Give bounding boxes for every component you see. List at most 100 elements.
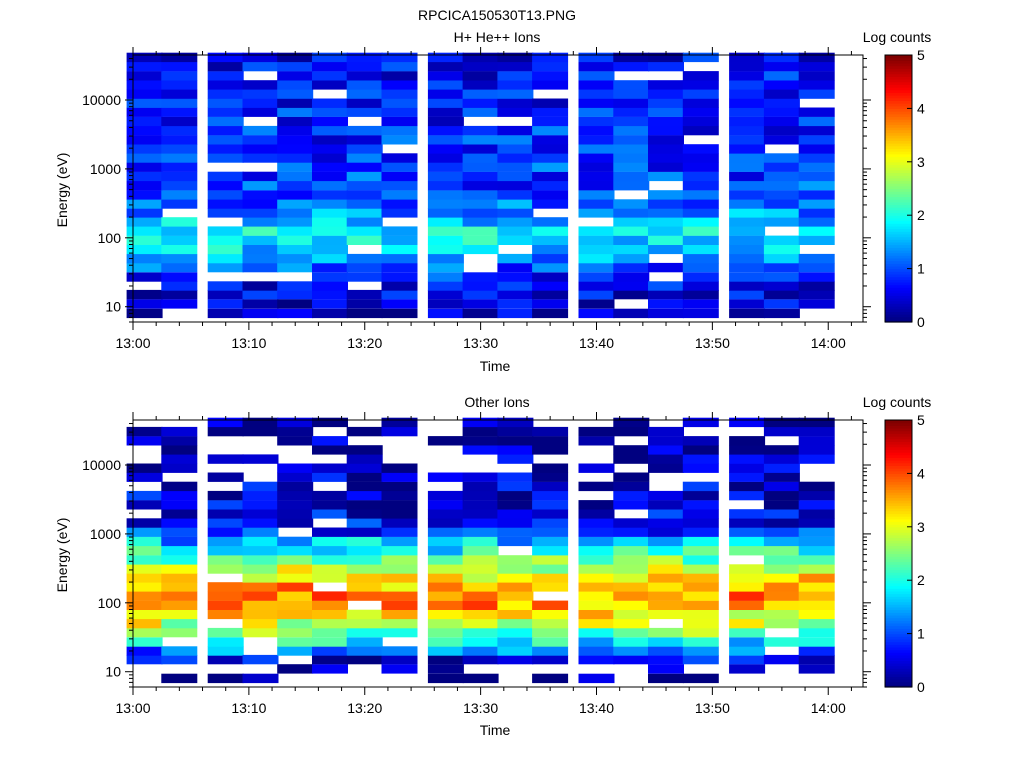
heatmap-cell xyxy=(462,527,499,537)
heatmap-cell xyxy=(532,436,569,446)
heatmap-cell xyxy=(798,664,835,674)
colorbar-segment xyxy=(885,241,912,246)
heatmap-cell xyxy=(613,281,650,291)
heatmap-cell xyxy=(462,591,499,601)
heatmap-cell xyxy=(613,135,650,145)
colorbar-segment xyxy=(885,159,912,163)
colorbar-segment xyxy=(885,287,912,291)
heatmap-cell xyxy=(729,308,766,319)
heatmap-cell xyxy=(763,527,800,537)
heatmap-cell xyxy=(798,436,835,446)
heatmap-cell xyxy=(381,509,418,519)
heatmap-cell xyxy=(532,445,569,455)
heatmap-cell xyxy=(207,61,244,72)
heatmap-cell xyxy=(578,654,615,665)
heatmap-cell xyxy=(532,463,569,473)
heatmap-cell xyxy=(648,518,684,528)
heatmap-cell xyxy=(613,125,650,136)
heatmap-cell xyxy=(532,199,569,209)
heatmap-cell xyxy=(497,299,534,309)
heatmap-cell xyxy=(578,500,615,510)
heatmap-cell xyxy=(763,253,800,264)
heatmap-cell xyxy=(798,208,835,218)
heatmap-cell xyxy=(312,80,348,90)
heatmap-cell xyxy=(729,463,766,473)
heatmap-cell xyxy=(578,564,615,574)
colorbar-segment xyxy=(885,127,912,131)
heatmap-cell xyxy=(682,646,719,656)
heatmap-cell xyxy=(207,199,244,209)
heatmap-cell xyxy=(729,637,766,647)
heatmap-cell xyxy=(462,281,499,291)
colorbar-segment xyxy=(885,428,912,432)
heatmap-cell xyxy=(613,426,650,437)
heatmap-cell xyxy=(532,546,569,556)
heatmap-cell xyxy=(427,546,464,556)
heatmap-cell xyxy=(126,162,163,172)
colorbar-segment xyxy=(885,476,912,480)
heatmap-cell xyxy=(427,472,464,482)
heatmap-cell xyxy=(277,71,314,81)
colorbar-segment xyxy=(885,153,912,158)
heatmap-cell xyxy=(613,61,650,72)
heatmap-cell xyxy=(312,226,348,236)
heatmap-cell xyxy=(312,546,348,556)
heatmap-cell xyxy=(798,125,835,136)
heatmap-cell xyxy=(532,71,569,81)
colorbar-segment xyxy=(885,470,912,474)
heatmap-cell xyxy=(578,226,615,236)
heatmap-cell xyxy=(462,52,499,63)
heatmap-cell xyxy=(242,253,279,264)
heatmap-cell xyxy=(532,244,569,255)
heatmap-cell xyxy=(578,481,615,492)
x-tick-label: 13:20 xyxy=(347,335,382,351)
heatmap-cell xyxy=(312,52,348,63)
heatmap-cell xyxy=(277,80,314,90)
colorbar-tick-label: 4 xyxy=(917,100,925,116)
heatmap-cell xyxy=(613,107,650,117)
heatmap-cell xyxy=(497,637,534,647)
heatmap-cell xyxy=(497,654,534,665)
other-ions-plot-area xyxy=(126,417,835,684)
colorbar-segment xyxy=(885,199,912,203)
heatmap-cell xyxy=(497,61,534,72)
heatmap-cell xyxy=(277,417,314,428)
heatmap-cell xyxy=(648,591,684,601)
colorbar-segment xyxy=(885,420,912,424)
colorbar-segment xyxy=(885,116,912,120)
heatmap-cell xyxy=(207,582,244,592)
colorbar-segment xyxy=(885,281,912,286)
heatmap-cell xyxy=(277,573,314,583)
heatmap-cell xyxy=(462,673,499,684)
heatmap-cell xyxy=(763,555,800,565)
heatmap-cell xyxy=(126,472,163,482)
heatmap-cell xyxy=(207,135,244,145)
colorbar-segment xyxy=(885,63,912,67)
heatmap-cell xyxy=(427,217,464,227)
heatmap-cell xyxy=(578,181,615,191)
heatmap-cell xyxy=(462,490,499,501)
heatmap-cell xyxy=(381,190,418,200)
heatmap-cell xyxy=(346,609,383,620)
colorbar-segment xyxy=(885,76,912,80)
heatmap-cell xyxy=(381,308,418,319)
heatmap-cell xyxy=(532,527,569,537)
heatmap-cell xyxy=(532,637,569,647)
heatmap-cell xyxy=(532,582,569,592)
x-tick-label: 13:40 xyxy=(579,335,614,351)
heatmap-cell xyxy=(312,445,348,455)
heatmap-cell xyxy=(277,664,314,674)
heatmap-cell xyxy=(497,171,534,182)
colorbar-segment xyxy=(885,188,912,192)
heatmap-cell xyxy=(462,107,499,117)
colorbar-segment xyxy=(885,561,912,565)
heatmap-cell xyxy=(648,609,684,620)
heatmap-cell xyxy=(161,190,198,200)
colorbar-segment xyxy=(885,481,912,485)
heatmap-cell xyxy=(161,272,198,282)
colorbar-tick-label: 1 xyxy=(917,261,925,277)
heatmap-cell xyxy=(242,481,279,492)
heatmap-cell xyxy=(798,646,835,656)
heatmap-cell xyxy=(427,582,464,592)
colorbar-tick-label: 1 xyxy=(917,626,925,642)
